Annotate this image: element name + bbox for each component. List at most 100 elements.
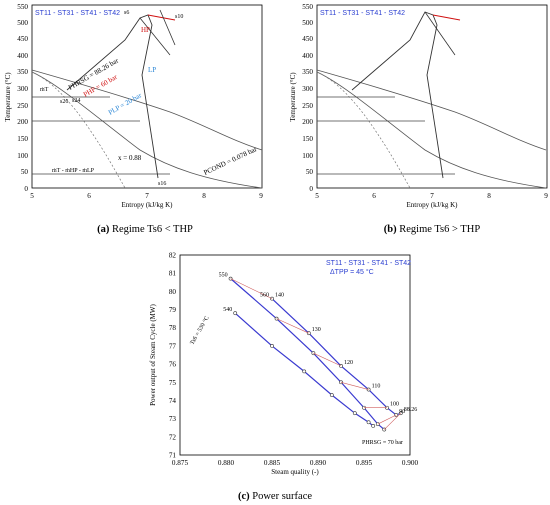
c-pressure-label: 130 — [312, 327, 321, 333]
c-x-tick: 0.880 — [218, 459, 235, 467]
c-y-tick: 71 — [169, 452, 177, 460]
c-series-line — [230, 278, 385, 431]
svg-text:5: 5 — [315, 192, 319, 200]
panel-a-header: ST11 - ST31 - ST41 - ST42 — [35, 10, 120, 17]
svg-text:350: 350 — [302, 68, 313, 76]
panel-c-t-label: Ts6 = 530 °C — [189, 315, 211, 346]
svg-text:450: 450 — [302, 35, 313, 43]
panel-a-isobar-cond — [31, 69, 263, 151]
c-point — [366, 420, 371, 425]
c-pressure-label: 100 — [390, 402, 399, 408]
c-cross-line — [340, 381, 369, 390]
panel-a-s10: s10 — [175, 14, 183, 20]
panel-b: 0 50 100 150 200 250 300 350 400 450 500… — [289, 3, 548, 209]
svg-text:7: 7 — [430, 192, 434, 200]
svg-text:100: 100 — [17, 152, 28, 160]
panel-c-frame — [179, 254, 411, 456]
svg-text:150: 150 — [302, 135, 313, 143]
svg-text:400: 400 — [17, 52, 28, 60]
caption-a: (a) Regime Ts6 < THP — [97, 224, 193, 235]
panel-b-isobar-cond — [316, 69, 547, 151]
caption-b: (b) Regime Ts6 > THP — [384, 224, 481, 235]
svg-text:200: 200 — [302, 118, 313, 126]
panel-b-x-ticks: 5 6 7 8 9 — [315, 192, 548, 200]
svg-text:6: 6 — [372, 192, 376, 200]
panel-a-y-ticks: 0 50 100 150 200 250 300 350 400 450 500… — [17, 3, 28, 193]
c-point — [352, 411, 357, 416]
panel-a: 0 50 100 150 200 250 300 350 400 450 500… — [4, 3, 263, 209]
c-x-tick: 0.875 — [172, 459, 189, 467]
c-temp-label: 540 — [223, 307, 232, 313]
c-series-line — [271, 298, 402, 416]
svg-text:7: 7 — [145, 192, 149, 200]
panel-c-header2: ΔTPP = 45 °C — [330, 268, 374, 276]
c-pressure-label: 140 — [275, 293, 284, 299]
panel-b-dome-right — [316, 71, 547, 189]
svg-text:550: 550 — [302, 3, 313, 11]
panel-b-line-2 — [424, 11, 456, 56]
c-x-tick: 0.890 — [310, 459, 327, 467]
c-pressure-label: 110 — [372, 384, 381, 390]
panel-b-x088-line — [316, 71, 411, 189]
c-pressure-label: 120 — [344, 360, 353, 366]
svg-text:250: 250 — [17, 102, 28, 110]
panel-a-s6: s6 — [124, 10, 129, 16]
svg-text:100: 100 — [302, 152, 313, 160]
panel-a-dome-right — [31, 71, 263, 189]
panel-b-y-ticks: 0 50 100 150 200 250 300 350 400 450 500… — [302, 3, 313, 193]
panel-a-lp-label: LP — [148, 66, 156, 74]
svg-text:0: 0 — [309, 185, 313, 193]
c-y-tick: 79 — [169, 306, 177, 314]
panel-a-mt: ṁT — [40, 87, 49, 93]
svg-text:400: 400 — [302, 52, 313, 60]
c-y-tick: 76 — [169, 361, 177, 369]
c-pressure-label: 90 — [399, 409, 405, 415]
panel-b-reheat-red — [432, 14, 461, 21]
c-y-tick: 73 — [169, 415, 177, 423]
svg-text:450: 450 — [17, 35, 28, 43]
panel-b-ylabel: Temperature (°C) — [289, 72, 297, 122]
svg-text:550: 550 — [17, 3, 28, 11]
c-x-tick: 0.895 — [356, 459, 373, 467]
c-cross-line — [384, 412, 402, 430]
panel-b-header: ST11 - ST31 - ST41 - ST42 — [320, 10, 405, 17]
svg-text:9: 9 — [544, 192, 548, 200]
c-point — [270, 344, 274, 348]
c-x-tick: 0.900 — [402, 459, 419, 467]
panel-b-xlabel: Entropy (kJ/kg K) — [407, 201, 459, 209]
panel-b-frame — [316, 4, 548, 189]
panel-c-y-ticks: 71 72 73 74 75 76 77 78 79 80 81 82 — [169, 252, 177, 460]
c-cross-line — [230, 278, 273, 299]
panel-a-frame — [31, 4, 263, 189]
svg-text:50: 50 — [306, 168, 314, 176]
svg-text:8: 8 — [202, 192, 206, 200]
svg-text:50: 50 — [21, 168, 29, 176]
c-temp-label: 550 — [219, 273, 228, 279]
panel-c-p-label: PHRSG = 70 bar — [362, 440, 403, 446]
panel-a-s16: s16 — [158, 181, 166, 187]
c-point — [233, 311, 238, 316]
caption-c: (c) Power surface — [238, 491, 312, 502]
svg-text:0: 0 — [24, 185, 28, 193]
panel-c-header1: ST11 - ST31 - ST41 - ST42 — [326, 260, 411, 267]
c-y-tick: 77 — [169, 342, 177, 350]
panel-a-p-lp: PLP = 20 bar — [107, 91, 144, 117]
panel-a-x-ticks: 5 6 7 8 9 — [30, 192, 263, 200]
panel-a-expansion — [66, 14, 159, 179]
panel-c-xlabel: Steam quality (-) — [271, 468, 319, 476]
panel-c-ylabel: Power output of Steam Cycle (MW) — [149, 304, 157, 406]
c-cross-line — [276, 318, 309, 334]
c-y-tick: 78 — [169, 324, 177, 332]
panel-a-hp-label: HP — [141, 26, 150, 34]
svg-text:250: 250 — [302, 102, 313, 110]
c-temp-label: 560 — [260, 293, 269, 299]
svg-text:5: 5 — [30, 192, 34, 200]
svg-text:200: 200 — [17, 118, 28, 126]
panel-a-s26: s26 — [60, 99, 68, 105]
svg-text:300: 300 — [302, 85, 313, 93]
panel-a-s24: s24 — [72, 98, 80, 104]
c-y-tick: 74 — [169, 397, 177, 405]
